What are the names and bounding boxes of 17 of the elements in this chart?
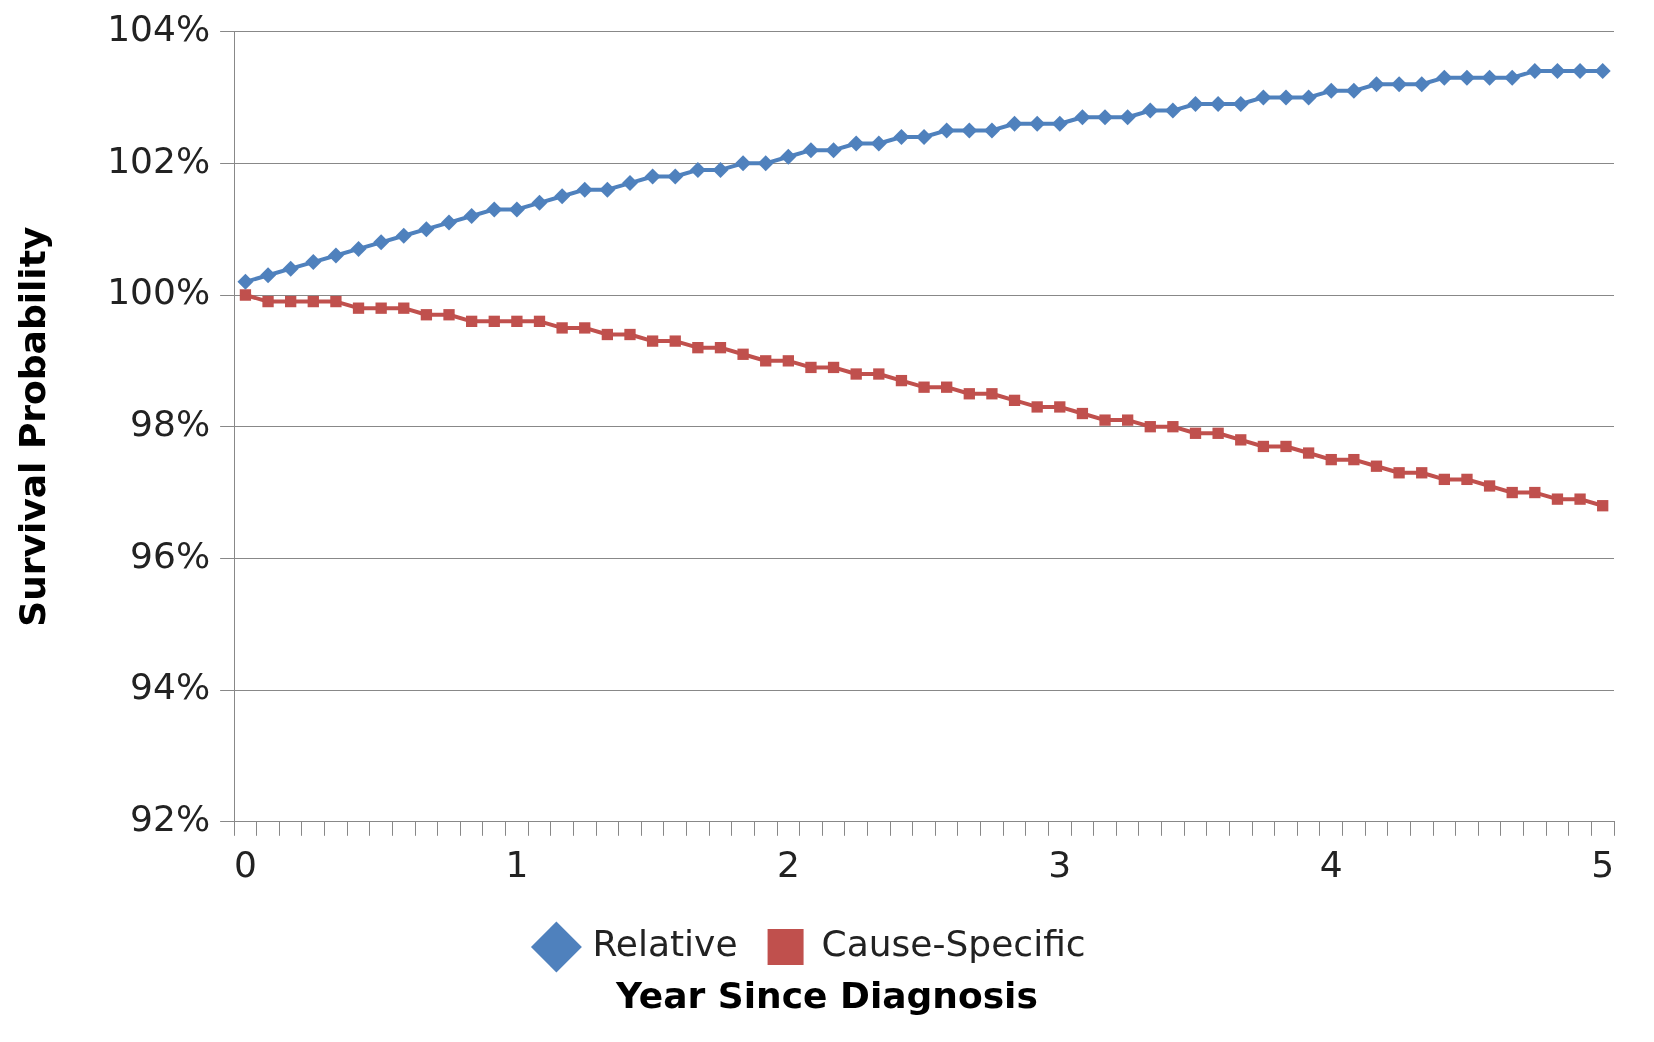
x-tick-label: 0 [233, 843, 257, 885]
y-tick-label: 92% [130, 798, 211, 840]
x-axis-title: Year Since Diagnosis [615, 975, 1039, 1016]
x-tick-label: 3 [1048, 843, 1072, 885]
y-tick-label: 100% [107, 271, 211, 313]
x-tick-label: 5 [1591, 843, 1615, 885]
y-tick-label: 96% [130, 534, 211, 576]
x-tick-label: 4 [1319, 843, 1343, 885]
y-tick-label: 102% [107, 139, 211, 181]
y-axis-title: Survival Probability [11, 226, 53, 627]
legend-label: Relative [592, 923, 738, 965]
y-tick-label: 98% [130, 403, 211, 445]
y-tick-label: 104% [107, 7, 211, 49]
y-tick-label: 94% [130, 666, 211, 708]
legend-label: Cause-Specific [821, 923, 1086, 965]
x-tick-label: 2 [776, 843, 800, 885]
x-tick-label: 1 [505, 843, 529, 885]
